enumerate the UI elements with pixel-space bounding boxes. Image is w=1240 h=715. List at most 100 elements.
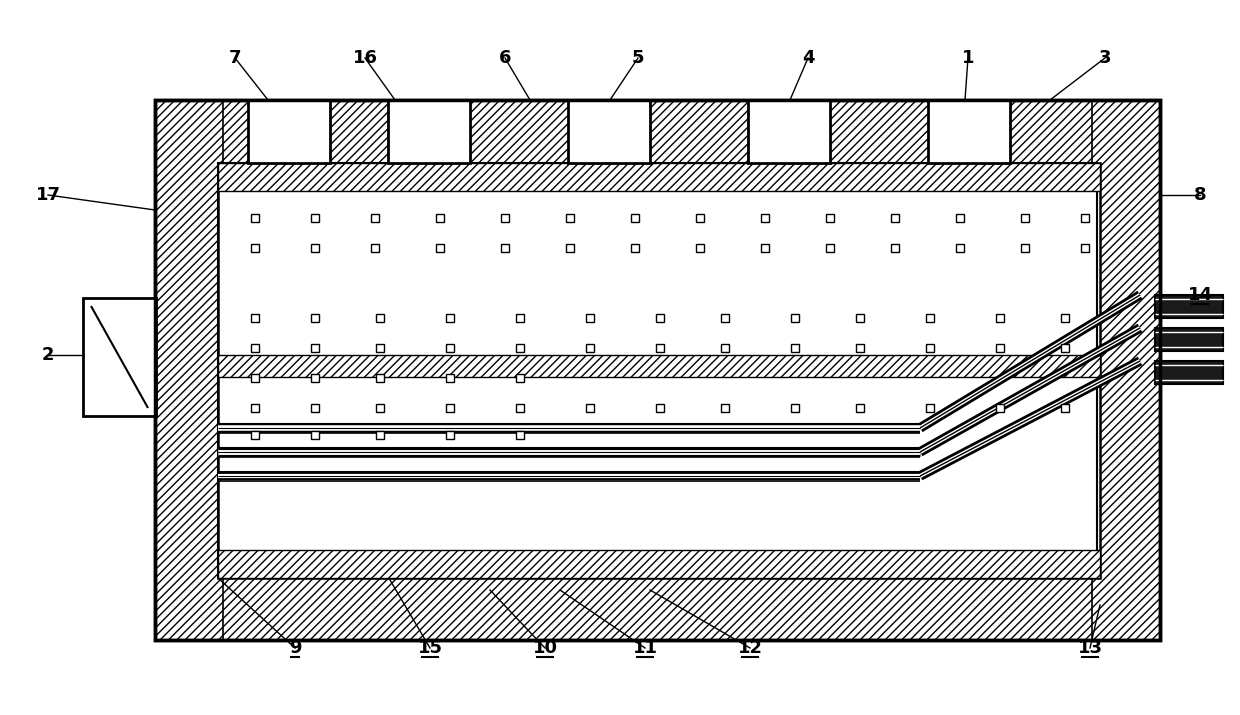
Text: 7: 7: [228, 49, 242, 67]
Text: 3: 3: [1099, 49, 1111, 67]
Bar: [250, 214, 259, 222]
Bar: [791, 404, 799, 412]
Bar: [856, 344, 864, 352]
Bar: [1021, 244, 1029, 252]
Bar: [446, 431, 454, 439]
Bar: [248, 100, 330, 163]
Bar: [311, 214, 319, 222]
Bar: [1154, 361, 1223, 384]
Text: 16: 16: [352, 49, 377, 67]
Text: 12: 12: [738, 639, 763, 657]
Bar: [250, 314, 259, 322]
Bar: [436, 244, 444, 252]
Bar: [83, 298, 156, 416]
Text: 1: 1: [962, 49, 975, 67]
Text: 4: 4: [802, 49, 815, 67]
Bar: [761, 214, 769, 222]
Bar: [376, 374, 384, 382]
Bar: [587, 404, 594, 412]
Bar: [791, 314, 799, 322]
Bar: [218, 163, 1097, 577]
Bar: [1081, 244, 1089, 252]
Bar: [826, 244, 835, 252]
Bar: [155, 100, 1159, 168]
Bar: [311, 344, 319, 352]
Text: 10: 10: [532, 639, 558, 657]
Bar: [956, 244, 963, 252]
Text: 9: 9: [289, 639, 301, 657]
Bar: [656, 404, 663, 412]
Bar: [250, 374, 259, 382]
Bar: [250, 344, 259, 352]
Bar: [250, 404, 259, 412]
Text: 2: 2: [42, 346, 55, 364]
Bar: [1092, 100, 1159, 640]
Bar: [311, 374, 319, 382]
Text: 6: 6: [498, 49, 511, 67]
Bar: [996, 404, 1004, 412]
Bar: [516, 374, 525, 382]
Bar: [956, 214, 963, 222]
Text: 14: 14: [1188, 286, 1213, 304]
Bar: [892, 214, 899, 222]
Bar: [1021, 214, 1029, 222]
Bar: [587, 344, 594, 352]
Bar: [1154, 295, 1223, 318]
Bar: [155, 100, 1159, 640]
Bar: [1061, 404, 1069, 412]
Bar: [926, 404, 934, 412]
Bar: [501, 214, 508, 222]
Bar: [388, 100, 470, 163]
Bar: [996, 344, 1004, 352]
Bar: [631, 244, 639, 252]
Bar: [376, 314, 384, 322]
Bar: [311, 314, 319, 322]
Text: 11: 11: [632, 639, 657, 657]
Bar: [516, 314, 525, 322]
Bar: [996, 314, 1004, 322]
Bar: [218, 355, 1100, 377]
Bar: [1061, 314, 1069, 322]
Text: 5: 5: [631, 49, 645, 67]
Bar: [376, 404, 384, 412]
Bar: [155, 572, 1159, 640]
Bar: [587, 314, 594, 322]
Bar: [446, 374, 454, 382]
Bar: [311, 431, 319, 439]
Bar: [155, 100, 1159, 640]
Bar: [656, 344, 663, 352]
Bar: [565, 214, 574, 222]
Text: 15: 15: [418, 639, 443, 657]
Bar: [376, 344, 384, 352]
Bar: [761, 244, 769, 252]
Bar: [720, 314, 729, 322]
Bar: [516, 344, 525, 352]
Bar: [516, 404, 525, 412]
Bar: [826, 214, 835, 222]
Bar: [656, 314, 663, 322]
Bar: [696, 244, 704, 252]
Bar: [250, 244, 259, 252]
Text: 17: 17: [36, 186, 61, 204]
Bar: [250, 431, 259, 439]
Bar: [311, 244, 319, 252]
Bar: [1081, 214, 1089, 222]
Bar: [516, 431, 525, 439]
Bar: [155, 100, 223, 640]
Bar: [720, 344, 729, 352]
Bar: [218, 163, 1100, 578]
Text: 13: 13: [1078, 639, 1102, 657]
Bar: [376, 431, 384, 439]
Bar: [631, 214, 639, 222]
Bar: [568, 100, 650, 163]
Bar: [1061, 344, 1069, 352]
Bar: [501, 244, 508, 252]
Bar: [436, 214, 444, 222]
Bar: [856, 404, 864, 412]
Bar: [371, 244, 379, 252]
Bar: [926, 314, 934, 322]
Bar: [856, 314, 864, 322]
Bar: [892, 244, 899, 252]
Bar: [218, 550, 1100, 578]
Bar: [218, 163, 1100, 191]
